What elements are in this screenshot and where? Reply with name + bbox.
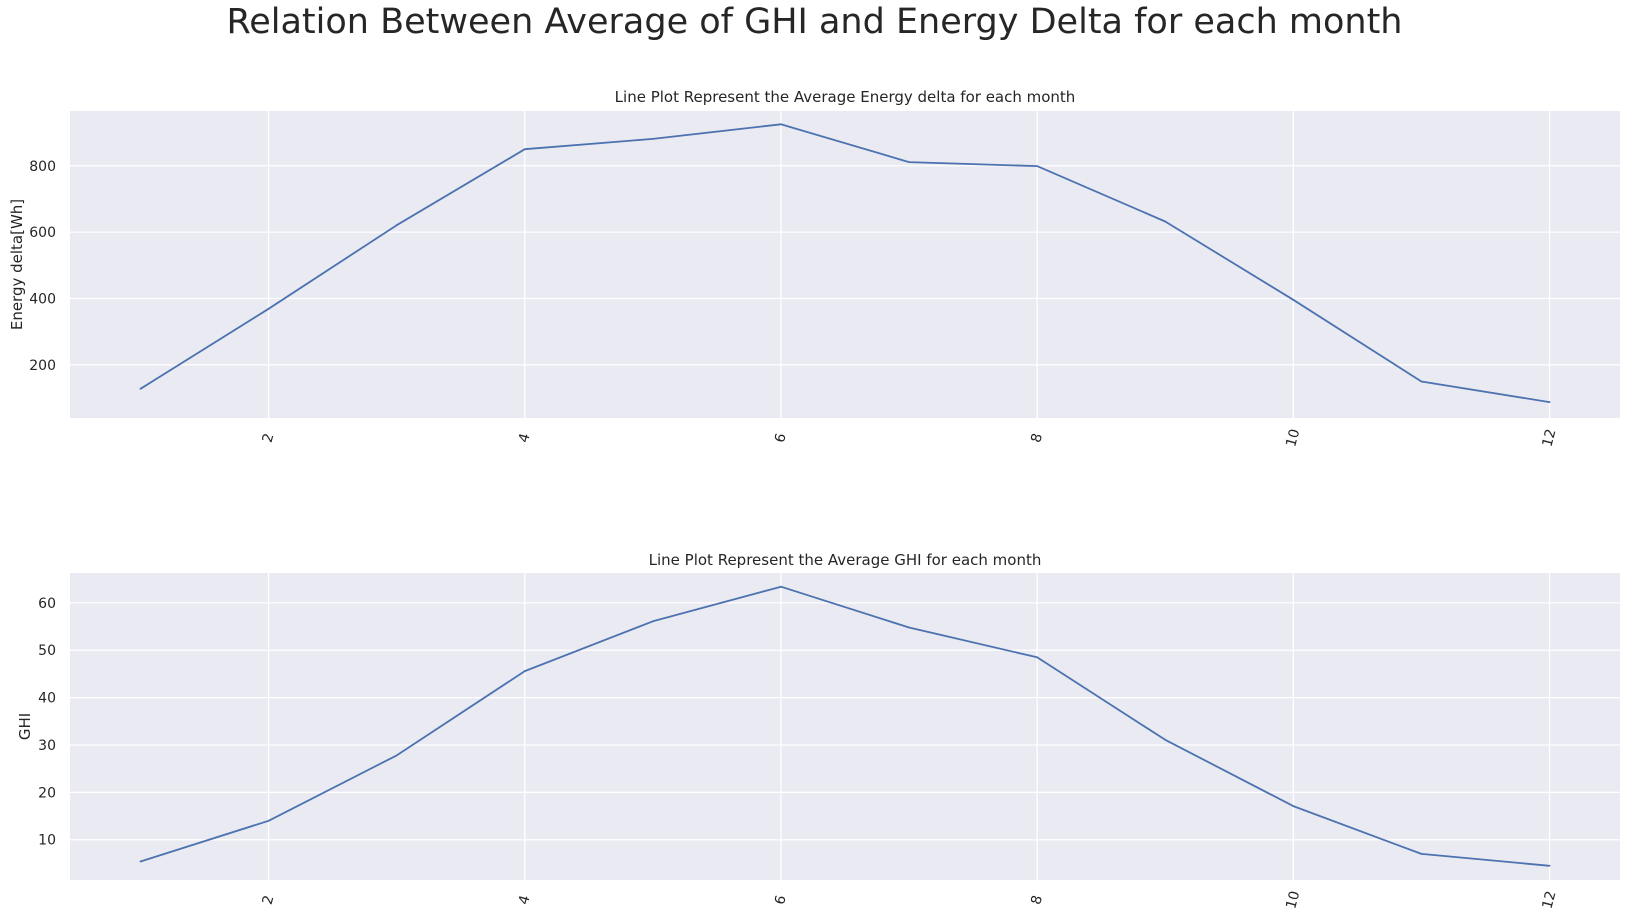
energy-delta-data-point (1036, 165, 1039, 167)
ghi-data-point (1420, 853, 1423, 855)
ghi-data-point (523, 670, 526, 672)
ghi-y-tick-label: 60 (38, 596, 56, 612)
energy-delta-chart-title: Line Plot Represent the Average Energy d… (615, 88, 1076, 106)
ghi-chart: 10 20 30 40 50 60 2 4 6 8 10 12 Line Plot Represent … (16, 551, 1620, 911)
energy-delta-x-tick-label: 10 (1283, 427, 1303, 448)
energy-delta-data-point (523, 148, 526, 151)
ghi-y-axis-label: GHI (16, 713, 34, 740)
energy-delta-x-tick-label: 2 (260, 432, 278, 445)
energy-delta-data-point (651, 137, 654, 140)
energy-delta-y-axis-label: Energy delta[Wh] (8, 199, 26, 330)
ghi-data-point (780, 585, 782, 588)
energy-delta-y-tick-label: 600 (29, 225, 56, 241)
ghi-y-tick-label: 50 (38, 643, 56, 659)
energy-delta-plot-area (70, 111, 1620, 418)
ghi-x-tick-label: 6 (772, 894, 790, 907)
ghi-x-tick-label: 8 (1028, 894, 1046, 907)
ghi-x-tick-label: 12 (1540, 889, 1560, 910)
energy-delta-y-tick-label: 200 (29, 358, 56, 374)
ghi-data-point (139, 860, 142, 863)
energy-delta-data-point (1548, 401, 1551, 403)
energy-delta-data-point (267, 307, 270, 310)
energy-delta-x-tick-label: 6 (772, 432, 790, 445)
energy-delta-x-tick-label: 4 (516, 432, 534, 445)
energy-delta-y-tick-label: 800 (29, 159, 56, 175)
energy-delta-x-tick-label: 8 (1028, 432, 1046, 445)
energy-delta-data-point (908, 161, 910, 164)
ghi-data-point (1036, 656, 1039, 659)
energy-delta-x-tick-label: 12 (1540, 427, 1560, 448)
ghi-data-point (1292, 805, 1295, 807)
ghi-data-point (395, 754, 398, 757)
energy-delta-data-point (780, 123, 782, 126)
figure-title: Relation Between Average of GHI and Ener… (226, 2, 1403, 42)
energy-delta-data-point (1164, 220, 1167, 223)
energy-delta-series-line (140, 123, 1550, 403)
energy-delta-data-point (1292, 298, 1295, 301)
energy-delta-chart: 200 400 600 800 2 4 6 8 10 12 Line Plot Represent … (8, 88, 1620, 449)
ghi-series-line (140, 585, 1550, 867)
ghi-data-point (267, 819, 270, 822)
ghi-x-tick-label: 4 (516, 894, 534, 907)
ghi-data-point (908, 626, 910, 629)
ghi-chart-title: Line Plot Represent the Average GHI for … (649, 551, 1042, 569)
ghi-y-tick-label: 30 (38, 738, 56, 754)
ghi-x-tick-label: 2 (260, 894, 278, 907)
ghi-y-tick-label: 20 (38, 785, 56, 801)
energy-delta-data-point (139, 387, 142, 390)
ghi-plot-area (70, 573, 1620, 880)
ghi-data-point (1164, 738, 1167, 741)
energy-delta-data-point (395, 224, 398, 227)
energy-delta-y-tick-label: 400 (29, 292, 56, 308)
ghi-y-tick-label: 10 (38, 833, 56, 849)
energy-delta-data-point (1420, 380, 1423, 383)
ghi-y-tick-label: 40 (38, 691, 56, 707)
ghi-data-point (651, 620, 654, 623)
ghi-data-point (1548, 864, 1551, 867)
ghi-x-tick-label: 10 (1283, 889, 1303, 910)
